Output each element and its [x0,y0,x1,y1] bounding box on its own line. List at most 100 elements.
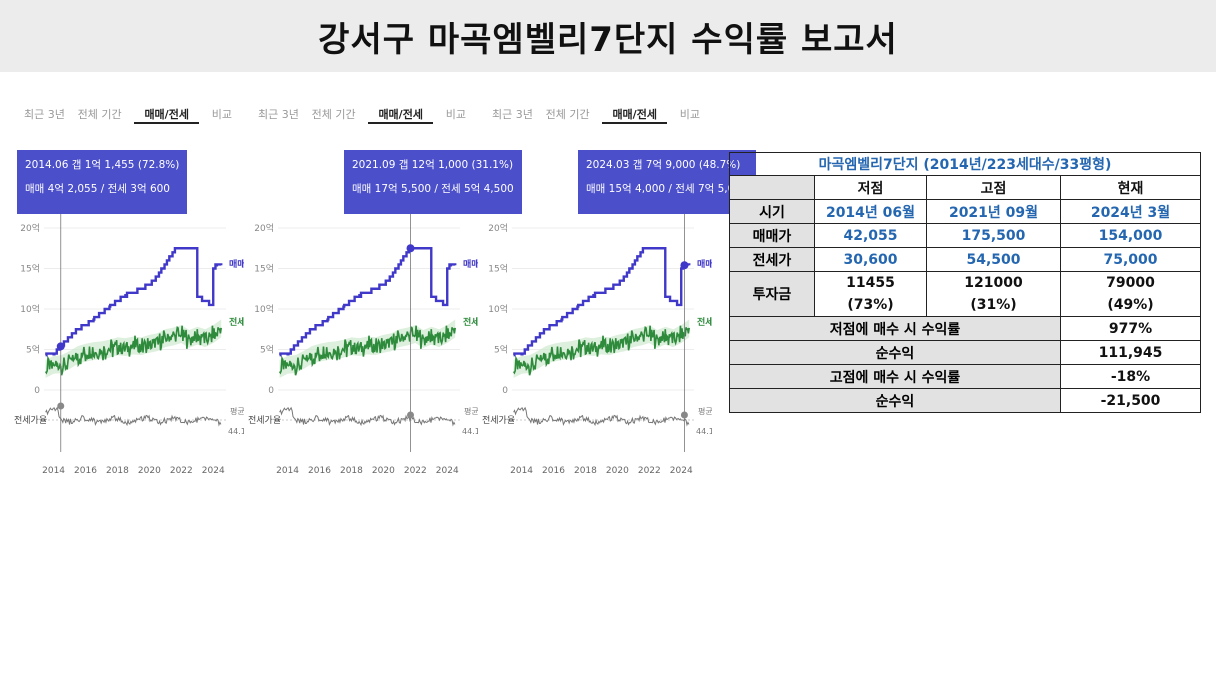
tab-recent-3y[interactable]: 최근 3년 [492,108,533,121]
table-cell: 121000 (31%) [926,271,1061,317]
avg-label: 평균 [698,406,712,416]
table-cell: 2021년 09월 [926,199,1061,224]
y-tick-label: 10억 [488,303,508,315]
y-tick-label: 5억 [260,344,274,356]
x-tick-label: 2016 [74,466,97,475]
tooltip-gap-line: 2024.03 갭 7억 9,000 (48.7%) [586,159,741,171]
x-tick-label: 2022 [170,466,193,475]
x-tick-label: 2014 [510,466,533,475]
tooltip-price-line: 매매 17억 5,500 / 전세 5억 4,500 [352,183,514,195]
y-tick-label: 5억 [26,344,40,356]
avg-label: 평균 [464,406,478,416]
page-title: 강서구 마곡엠벨리7단지 수익률 보고서 [318,19,898,60]
chart-panel-current: 최근 3년 전체 기간 매매/전세 비교 20억 15억 10억 5억 0 매매 전세 전세가… [482,90,756,475]
y-tick-label: 0 [268,386,274,396]
ratio-line [45,406,222,427]
ratio-marker-dot [57,402,65,410]
x-tick-label: 2014 [42,466,65,475]
avg-label: 평균 [230,406,244,416]
ratio-label: 전세가율 [248,415,281,426]
chart-tooltip: 2014.06 갭 1억 1,455 (72.8%) 매매 4억 2,055 /… [17,150,188,214]
row-label: 투자금 [729,271,815,317]
x-tick-label: 2016 [542,466,565,475]
chart-panel-low: 최근 3년 전체 기간 매매/전세 비교 20억 15억 10억 5억 0 매매 전세 전세가… [14,90,244,475]
x-tick-label: 2020 [606,466,629,475]
x-tick-label: 2024 [670,466,693,475]
stat-label: 고점에 매수 시 수익률 [729,364,1061,389]
tab-sale-jeonse[interactable]: 매매/전세 [368,98,433,124]
tab-recent-3y[interactable]: 최근 3년 [258,108,299,121]
tab-compare[interactable]: 비교 [211,108,232,121]
table-cell: 2024년 3월 [1060,199,1201,224]
y-tick-label: 10억 [20,303,40,315]
marker-dot [406,244,415,253]
y-tick-label: 15억 [254,263,274,275]
x-tick-label: 2014 [276,466,299,475]
stat-label: 순수익 [729,340,1061,365]
marker-dot [56,342,65,351]
ratio-line [279,406,456,427]
invest-pct: (73%) [847,297,894,313]
ratio-line [513,406,690,427]
table-cell: 75,000 [1060,247,1201,272]
y-tick-label: 5억 [494,344,508,356]
jeonse-line [512,325,691,376]
sale-line [513,247,691,357]
stat-value: 977% [1060,316,1201,341]
sale-line [45,247,223,357]
chart-tooltip: 2021.09 갭 12억 1,000 (31.1%) 매매 17억 5,500… [344,150,522,214]
stat-value: -18% [1060,364,1201,389]
table-cell: 175,500 [926,223,1061,248]
y-tick-label: 20억 [488,222,508,234]
avg-value-label: 44.1% [462,427,478,436]
ratio-marker-dot [407,411,415,419]
tab-sale-jeonse[interactable]: 매매/전세 [134,98,199,124]
y-tick-label: 15억 [20,263,40,275]
table-row: 전세가 30,600 54,500 75,000 [729,247,1201,272]
tab-recent-3y[interactable]: 최근 3년 [24,108,65,121]
summary-header: 마곡엠벨리7단지 (2014년/223세대수/33평형) [729,152,1201,176]
row-label: 시기 [729,199,815,224]
invest-amount: 11455 [846,275,895,291]
y-tick-label: 10억 [254,303,274,315]
tab-all-period[interactable]: 전체 기간 [77,108,122,121]
marker-dot [680,261,689,270]
jeonse-line [44,325,223,376]
row-label: 전세가 [729,247,815,272]
header-low: 저점 [814,175,927,200]
header-high: 고점 [926,175,1061,200]
table-row: 순수익 -21,500 [729,388,1201,413]
avg-value-label: 44.1% [696,427,712,436]
table-row: 저점에 매수 시 수익률 977% [729,316,1201,341]
table-cell: 30,600 [814,247,927,272]
tab-all-period[interactable]: 전체 기간 [311,108,356,121]
table-row: 투자금 11455 (73%) 121000 (31%) 79000 (49%) [729,271,1201,317]
y-tick-label: 20억 [254,222,274,234]
table-cell: 79000 (49%) [1060,271,1201,317]
jeonse-series-label: 전세 [229,316,244,328]
x-tick-label: 2018 [340,466,363,475]
chart-panel-high: 최근 3년 전체 기간 매매/전세 비교 20억 15억 10억 5억 0 매매 전세 전세가… [248,90,522,475]
y-tick-label: 15억 [488,263,508,275]
x-tick-label: 2022 [404,466,427,475]
chart-tabs: 최근 3년 전체 기간 매매/전세 비교 [482,98,712,132]
header-empty [729,175,815,200]
tab-compare[interactable]: 비교 [679,108,700,121]
table-cell: 11455 (73%) [814,271,927,317]
chart-tabs: 최근 3년 전체 기간 매매/전세 비교 [248,98,478,132]
invest-pct: (49%) [1107,297,1154,313]
row-label: 매매가 [729,223,815,248]
tab-sale-jeonse[interactable]: 매매/전세 [602,98,667,124]
sale-series-label: 매매 [697,258,712,270]
chart-tooltip: 2024.03 갭 7억 9,000 (48.7%) 매매 15억 4,000 … [578,150,756,214]
x-tick-label: 2016 [308,466,331,475]
stat-label: 저점에 매수 시 수익률 [729,316,1061,341]
tab-all-period[interactable]: 전체 기간 [545,108,590,121]
avg-value-label: 44.1% [228,427,244,436]
y-tick-label: 0 [502,386,508,396]
title-bar: 강서구 마곡엠벨리7단지 수익률 보고서 [0,0,1216,72]
y-tick-label: 0 [34,386,40,396]
tab-compare[interactable]: 비교 [445,108,466,121]
